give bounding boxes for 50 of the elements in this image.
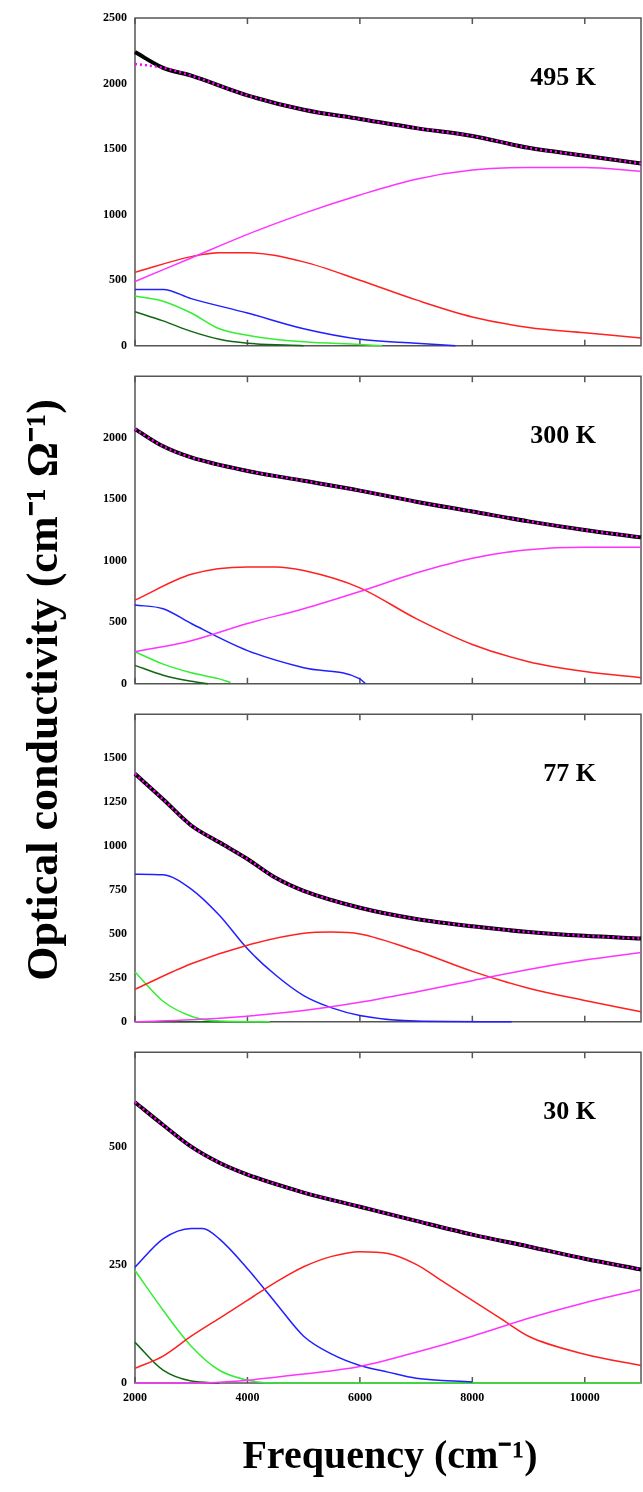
y-tick-label: 2000 [103, 429, 127, 444]
y-tick-label: 2500 [103, 10, 127, 25]
y-tick-label: 1500 [103, 491, 127, 506]
y-tick-label: 0 [121, 337, 127, 352]
y-tick-label: 1500 [103, 141, 127, 156]
line-series [134, 951, 642, 1023]
line-series [134, 546, 642, 653]
y-tick-label: 500 [109, 614, 127, 629]
line-series [134, 1269, 642, 1384]
y-tick-label: 500 [109, 926, 127, 941]
annotation: 300 K [530, 419, 597, 449]
y-tick-label: 1000 [103, 838, 127, 853]
x-tick-label: 8000 [460, 1390, 485, 1405]
line-series [134, 931, 642, 1013]
line-series [134, 295, 384, 347]
y-tick-label: 500 [109, 1138, 127, 1153]
annotation: 77 K [543, 757, 597, 787]
line-series [134, 566, 642, 679]
y-tick-label: 2000 [103, 75, 127, 90]
y-tick-label: 0 [121, 1375, 127, 1390]
y-tick-label: 1000 [103, 552, 127, 567]
line-series [134, 651, 232, 684]
line-series [134, 288, 457, 347]
x-axis-title: Frequency (cm⁻¹) [242, 1431, 538, 1479]
line-series [134, 251, 642, 339]
annotation: 495 K [530, 61, 597, 91]
line-series [134, 971, 271, 1023]
y-tick-label: 500 [109, 272, 127, 287]
line-series [134, 1227, 474, 1383]
line-series [134, 1288, 642, 1384]
annotation: 30 K [543, 1095, 597, 1125]
y-axis-title: Optical conductivity (cm⁻¹ Ω⁻¹) [17, 399, 68, 981]
y-tick-label: 1500 [103, 750, 127, 765]
line-series [134, 873, 513, 1023]
y-tick-label: 250 [109, 1256, 127, 1271]
line-series [134, 310, 305, 347]
y-tick-label: 1000 [103, 206, 127, 221]
line-series [134, 1250, 642, 1370]
y-tick-label: 0 [121, 1013, 127, 1028]
x-tick-label: 10000 [569, 1390, 600, 1405]
line-series [134, 166, 642, 283]
y-tick-label: 0 [121, 675, 127, 690]
y-tick-label: 750 [109, 882, 127, 897]
x-tick-label: 6000 [347, 1390, 372, 1405]
x-tick-label: 4000 [235, 1390, 260, 1405]
line-series [134, 1341, 221, 1384]
y-tick-label: 1250 [103, 794, 127, 809]
line-series [134, 664, 209, 685]
y-tick-label: 250 [109, 969, 127, 984]
line-series [134, 604, 367, 685]
